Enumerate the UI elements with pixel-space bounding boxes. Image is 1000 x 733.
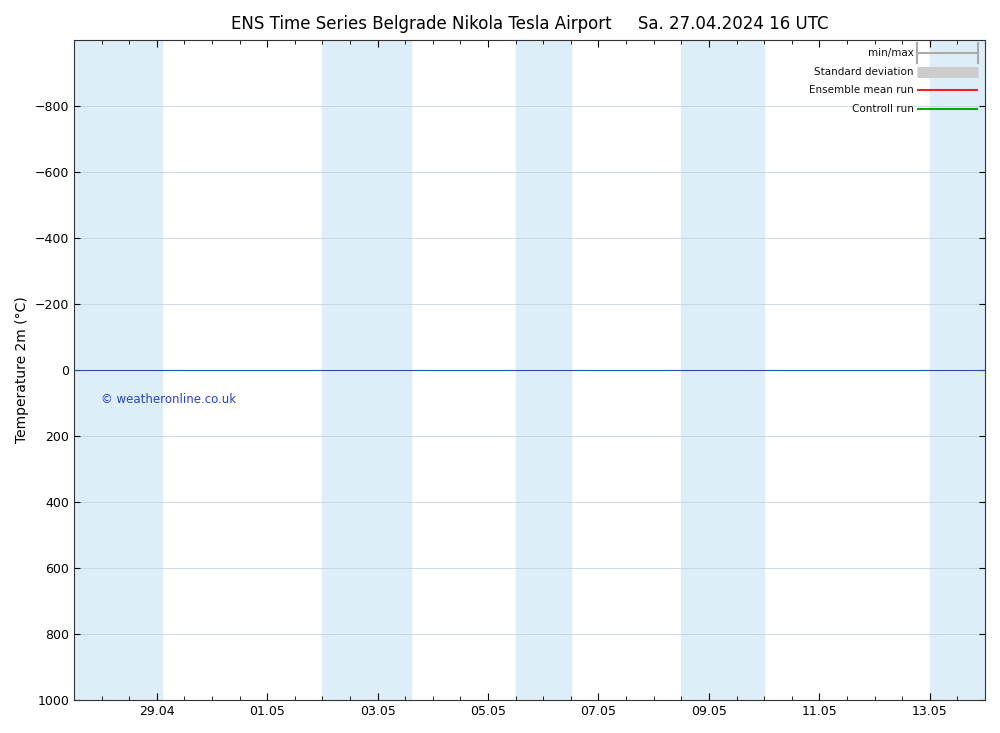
Bar [322,40,411,700]
Bar [74,40,162,700]
Title: ENS Time Series Belgrade Nikola Tesla Airport     Sa. 27.04.2024 16 UTC: ENS Time Series Belgrade Nikola Tesla Ai… [231,15,828,33]
Y-axis label: Temperature 2m (°C): Temperature 2m (°C) [15,297,29,443]
Bar [516,40,571,700]
Bar [681,40,764,700]
Text: Standard deviation: Standard deviation [814,67,914,77]
Text: Ensemble mean run: Ensemble mean run [809,85,914,95]
Text: Controll run: Controll run [852,104,914,114]
Text: © weatheronline.co.uk: © weatheronline.co.uk [101,393,236,406]
Bar [930,40,985,700]
Text: min/max: min/max [868,48,914,59]
